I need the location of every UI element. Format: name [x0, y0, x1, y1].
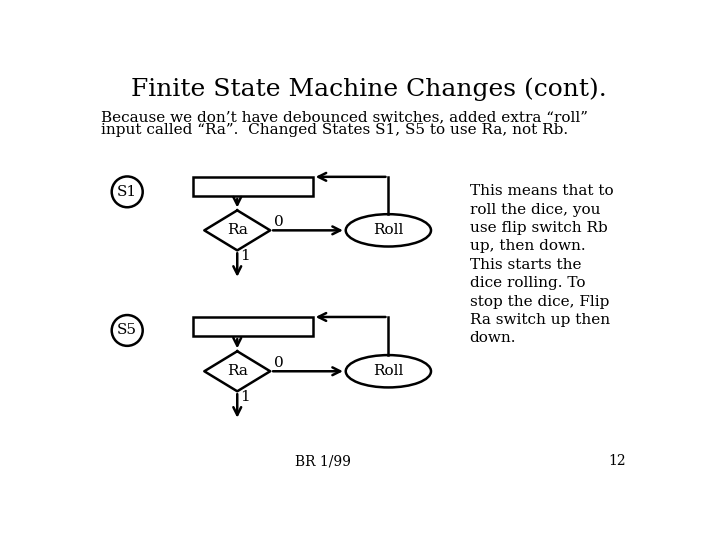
- Ellipse shape: [346, 214, 431, 247]
- Text: input called “Ra”.  Changed States S1, S5 to use Ra, not Rb.: input called “Ra”. Changed States S1, S5…: [101, 123, 568, 137]
- Circle shape: [112, 315, 143, 346]
- Text: Ra: Ra: [227, 224, 248, 238]
- Bar: [193, 317, 312, 336]
- Text: 0: 0: [274, 215, 284, 229]
- Polygon shape: [204, 351, 270, 392]
- Text: Finite State Machine Changes (cont).: Finite State Machine Changes (cont).: [131, 78, 607, 101]
- Text: 1: 1: [240, 248, 250, 262]
- Circle shape: [112, 177, 143, 207]
- Text: Because we don’t have debounced switches, added extra “roll”: Because we don’t have debounced switches…: [101, 110, 588, 124]
- Text: This means that to
roll the dice, you
use flip switch Rb
up, then down.
This sta: This means that to roll the dice, you us…: [469, 184, 613, 346]
- Text: 12: 12: [608, 454, 626, 468]
- Text: Ra: Ra: [227, 364, 248, 378]
- Polygon shape: [204, 211, 270, 251]
- Text: Roll: Roll: [373, 224, 404, 238]
- Text: BR 1/99: BR 1/99: [294, 454, 351, 468]
- Text: S5: S5: [117, 323, 138, 338]
- Text: 0: 0: [274, 356, 284, 370]
- Ellipse shape: [346, 355, 431, 387]
- Text: 1: 1: [240, 389, 250, 403]
- Text: Roll: Roll: [373, 364, 404, 378]
- Bar: [193, 177, 312, 196]
- Text: S1: S1: [117, 185, 138, 199]
